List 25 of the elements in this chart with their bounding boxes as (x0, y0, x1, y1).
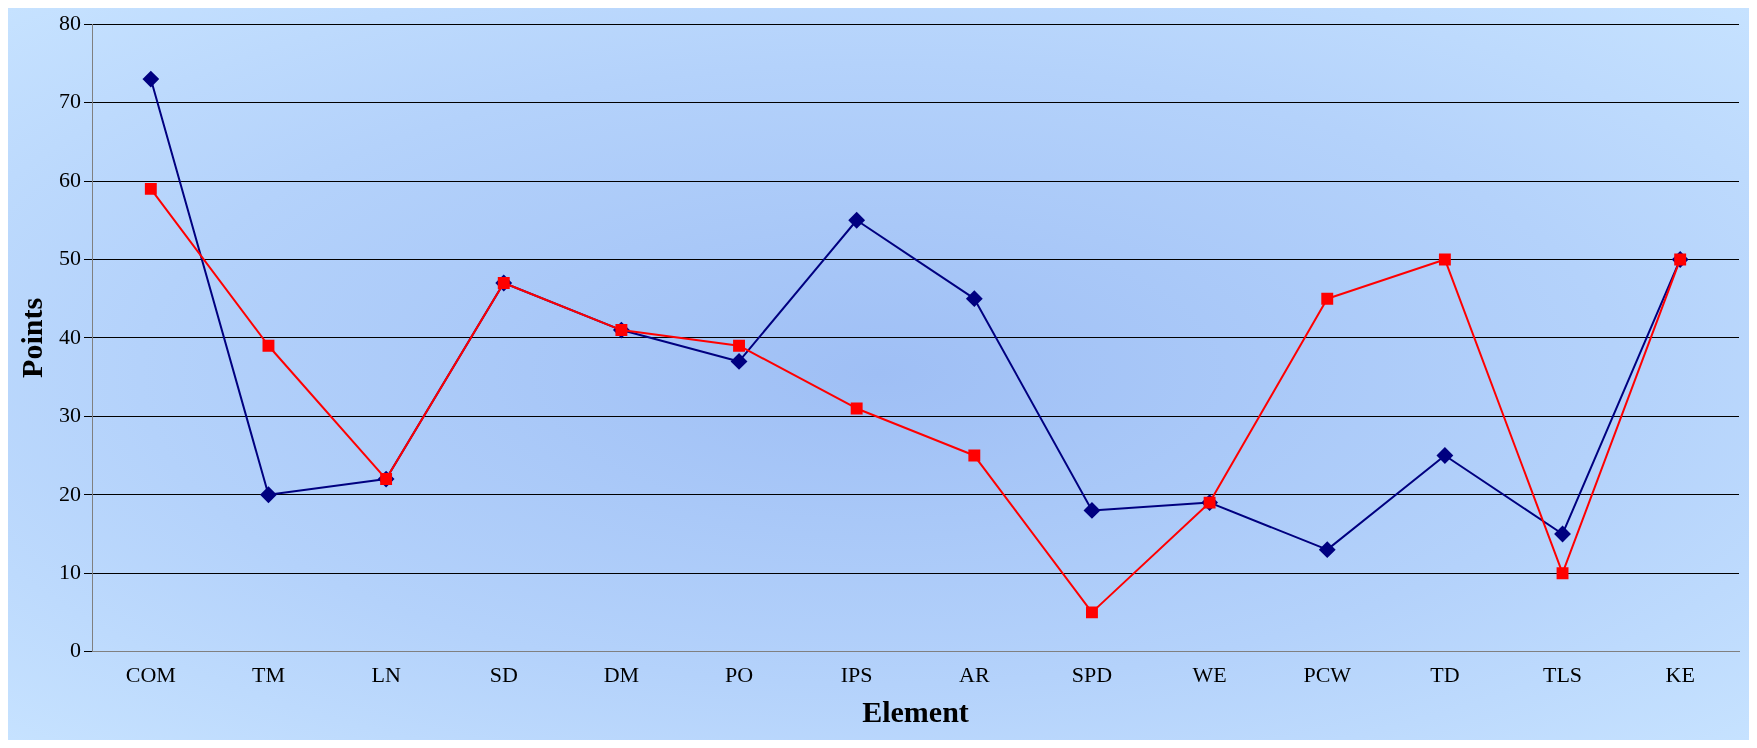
y-tick-label: 50 (59, 245, 81, 271)
y-tick-label: 0 (70, 637, 81, 663)
x-tick-label: SD (489, 661, 518, 687)
x-tick-label: PO (724, 661, 754, 687)
y-tick-label: 80 (59, 9, 81, 35)
x-axis-title: Element (862, 694, 969, 728)
y-tick-label: 20 (59, 480, 81, 506)
y-axis-title: Points (14, 297, 48, 378)
y-tick-label: 40 (59, 323, 81, 349)
y-tick-label: 30 (59, 402, 81, 428)
y-tick-label: 70 (59, 88, 81, 114)
x-tick-label: WE (1192, 661, 1227, 687)
x-tick-label: TLS (1542, 661, 1583, 687)
x-tick-label: COM (125, 661, 176, 687)
x-tick-label: SPD (1071, 661, 1113, 687)
x-tick-label: TD (1430, 661, 1460, 687)
y-tick-label: 60 (59, 166, 81, 192)
x-tick-label: LN (371, 661, 401, 687)
x-tick-label: AR (959, 661, 990, 687)
x-tick-label: KE (1665, 661, 1695, 687)
x-tick-label: IPS (840, 661, 873, 687)
x-tick-label: DM (603, 661, 640, 687)
x-tick-label: PCW (1303, 661, 1352, 687)
x-tick-label: TM (251, 661, 285, 687)
y-tick-label: 10 (59, 558, 81, 584)
